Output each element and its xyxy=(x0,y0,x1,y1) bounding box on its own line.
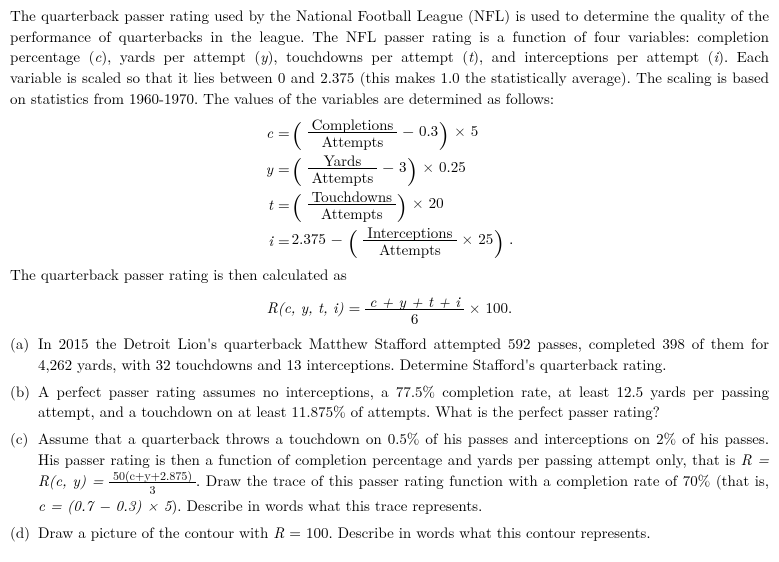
eq-t-rhs: ( TouchdownsAttempts) × 20 xyxy=(292,189,514,221)
eq-y-lhs: y = xyxy=(266,159,292,180)
part-a: (a) In 2015 the Detroit Lion's quarterba… xyxy=(10,334,769,375)
part-b: (b) A perfect passer rating assumes no i… xyxy=(10,382,769,423)
eq-i-lhs: i = xyxy=(266,231,292,252)
part-c: (c) Assume that a quarterback throws a t… xyxy=(10,429,769,517)
part-d: (d) Draw a picture of the contour with R… xyxy=(10,523,769,544)
parts-list: (a) In 2015 the Detroit Lion's quarterba… xyxy=(10,334,769,544)
rating-intro: The quarterback passer rating is then ca… xyxy=(10,265,769,286)
part-a-body: In 2015 the Detroit Lion's quarterback M… xyxy=(38,334,769,375)
eq-c-rhs: ( CompletionsAttempts − 0.3) × 5 xyxy=(292,117,514,149)
part-c-label: (c) xyxy=(10,429,38,450)
part-d-label: (d) xyxy=(10,523,38,544)
part-b-label: (b) xyxy=(10,382,38,403)
rating-equation: R(c, y, t, i) = c + y + t + i 6 × 100. xyxy=(10,294,769,326)
variable-equations: c = ( CompletionsAttempts − 0.3) × 5 y =… xyxy=(10,117,769,257)
eq-y-rhs: ( YardsAttempts − 3) × 0.25 xyxy=(292,153,514,185)
part-b-body: A perfect passer rating assumes no inter… xyxy=(38,382,769,423)
part-a-label: (a) xyxy=(10,334,38,355)
eq-c-lhs: c = xyxy=(266,123,292,144)
part-c-body: Assume that a quarterback throws a touch… xyxy=(38,429,769,517)
eq-i-rhs: 2.375 − ( InterceptionsAttempts × 25) . xyxy=(292,225,514,257)
intro-paragraph: The quarterback passer rating used by th… xyxy=(10,6,769,109)
eq-t-lhs: t = xyxy=(266,195,292,216)
part-d-body: Draw a picture of the contour with R = 1… xyxy=(38,523,769,544)
